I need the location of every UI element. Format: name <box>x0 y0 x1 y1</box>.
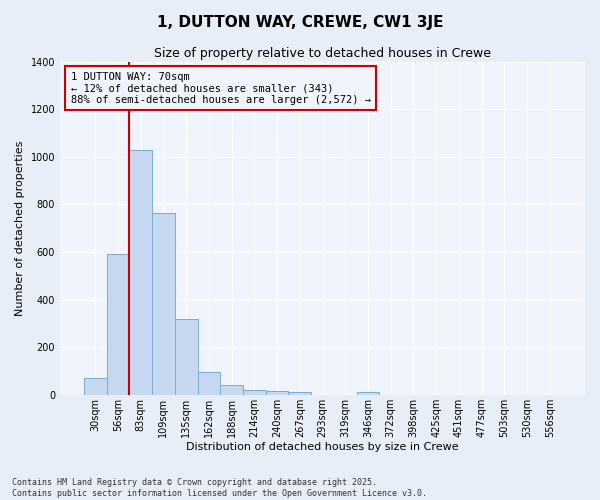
Bar <box>130 150 152 395</box>
Bar <box>220 385 243 395</box>
Bar <box>356 392 379 395</box>
Bar <box>84 378 107 395</box>
Bar <box>107 254 130 395</box>
Title: Size of property relative to detached houses in Crewe: Size of property relative to detached ho… <box>154 48 491 60</box>
Text: 1, DUTTON WAY, CREWE, CW1 3JE: 1, DUTTON WAY, CREWE, CW1 3JE <box>157 15 443 30</box>
Text: Contains HM Land Registry data © Crown copyright and database right 2025.
Contai: Contains HM Land Registry data © Crown c… <box>12 478 427 498</box>
Bar <box>266 391 289 395</box>
Text: 1 DUTTON WAY: 70sqm
← 12% of detached houses are smaller (343)
88% of semi-detac: 1 DUTTON WAY: 70sqm ← 12% of detached ho… <box>71 72 371 105</box>
Y-axis label: Number of detached properties: Number of detached properties <box>15 140 25 316</box>
Bar <box>175 318 197 395</box>
Bar <box>243 390 266 395</box>
X-axis label: Distribution of detached houses by size in Crewe: Distribution of detached houses by size … <box>186 442 459 452</box>
Bar <box>289 392 311 395</box>
Bar <box>197 372 220 395</box>
Bar <box>152 213 175 395</box>
